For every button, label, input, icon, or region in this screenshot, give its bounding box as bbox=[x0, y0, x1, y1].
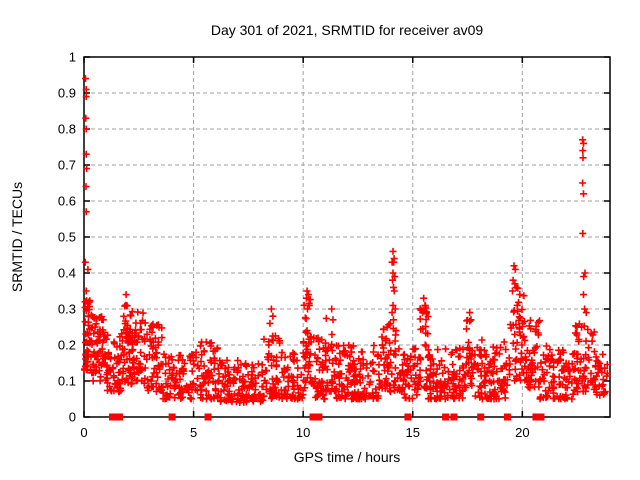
x-tick-label: 0 bbox=[80, 425, 87, 440]
x-tick-labels: 0 5 10 15 20 bbox=[80, 425, 529, 440]
y-tick-labels: 0 0.1 0.2 0.3 0.4 0.5 0.6 0.7 0.8 0.9 1 bbox=[58, 50, 76, 425]
y-tick-label: 0.1 bbox=[58, 374, 76, 389]
zero-flag-marker bbox=[315, 413, 323, 421]
zero-flag-marker bbox=[168, 413, 176, 421]
y-tick-label: 0.2 bbox=[58, 338, 76, 353]
y-tick-label: 0.4 bbox=[58, 266, 76, 281]
zero-flag-points bbox=[108, 413, 545, 421]
zero-flag-marker bbox=[404, 413, 412, 421]
y-tick-label: 0.8 bbox=[58, 122, 76, 137]
zero-flag-marker bbox=[204, 413, 212, 421]
x-tick-label: 5 bbox=[190, 425, 197, 440]
y-tick-label: 0.6 bbox=[58, 194, 76, 209]
grid bbox=[84, 57, 610, 417]
x-tick-label: 10 bbox=[296, 425, 310, 440]
y-tick-label: 0 bbox=[69, 410, 76, 425]
zero-flag-marker bbox=[477, 413, 485, 421]
chart-title: Day 301 of 2021, SRMTID for receiver av0… bbox=[211, 22, 484, 38]
y-tick-label: 1 bbox=[69, 50, 76, 65]
zero-flag-marker bbox=[537, 413, 545, 421]
y-tick-label: 0.5 bbox=[58, 230, 76, 245]
y-axis-label: SRMTID / TECUs bbox=[9, 182, 25, 292]
zero-flag-marker bbox=[450, 413, 458, 421]
y-tick-label: 0.7 bbox=[58, 158, 76, 173]
x-axis-label: GPS time / hours bbox=[294, 449, 401, 465]
zero-flag-marker bbox=[309, 413, 317, 421]
zero-flag-marker bbox=[503, 413, 511, 421]
zero-flag-marker bbox=[108, 413, 116, 421]
zero-flag-marker bbox=[532, 413, 540, 421]
scatter-points bbox=[81, 75, 611, 406]
zero-flag-marker bbox=[442, 413, 450, 421]
x-tick-label: 15 bbox=[406, 425, 420, 440]
x-tick-label: 20 bbox=[515, 425, 529, 440]
y-tick-label: 0.9 bbox=[58, 86, 76, 101]
y-tick-label: 0.3 bbox=[58, 302, 76, 317]
zero-flag-marker bbox=[116, 413, 124, 421]
